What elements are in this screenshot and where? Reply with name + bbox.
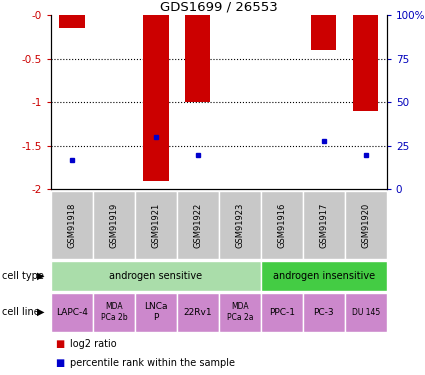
Text: ▶: ▶ bbox=[37, 307, 44, 317]
Bar bbox=[51, 292, 93, 332]
Bar bbox=[60, 15, 85, 28]
Text: GSM91922: GSM91922 bbox=[193, 202, 202, 248]
Text: GSM91923: GSM91923 bbox=[235, 202, 244, 248]
Text: GSM91919: GSM91919 bbox=[110, 202, 119, 248]
Bar bbox=[51, 191, 93, 259]
Title: GDS1699 / 26553: GDS1699 / 26553 bbox=[160, 1, 278, 14]
Text: 22Rv1: 22Rv1 bbox=[184, 308, 212, 316]
Text: cell type: cell type bbox=[2, 271, 44, 280]
Text: androgen sensitive: androgen sensitive bbox=[109, 271, 202, 280]
Text: androgen insensitive: androgen insensitive bbox=[273, 271, 375, 280]
Bar bbox=[219, 191, 261, 259]
Text: LAPC-4: LAPC-4 bbox=[56, 308, 88, 316]
Text: ■: ■ bbox=[55, 339, 65, 349]
Bar bbox=[311, 15, 336, 50]
Bar bbox=[143, 15, 168, 181]
Text: MDA
PCa 2b: MDA PCa 2b bbox=[101, 303, 127, 322]
Bar bbox=[93, 191, 135, 259]
Bar bbox=[345, 292, 387, 332]
Bar bbox=[177, 292, 219, 332]
Text: GSM91921: GSM91921 bbox=[151, 202, 160, 248]
Bar bbox=[135, 191, 177, 259]
Text: GSM91917: GSM91917 bbox=[319, 202, 328, 248]
Text: ▶: ▶ bbox=[37, 271, 44, 280]
Text: MDA
PCa 2a: MDA PCa 2a bbox=[227, 303, 253, 322]
Text: ■: ■ bbox=[55, 358, 65, 368]
Bar bbox=[185, 15, 210, 102]
Text: LNCa
P: LNCa P bbox=[144, 303, 168, 322]
Text: percentile rank within the sample: percentile rank within the sample bbox=[70, 358, 235, 368]
Bar bbox=[219, 292, 261, 332]
Bar bbox=[261, 292, 303, 332]
Text: GSM91916: GSM91916 bbox=[278, 202, 286, 248]
Text: GSM91920: GSM91920 bbox=[361, 202, 370, 248]
Text: PPC-1: PPC-1 bbox=[269, 308, 295, 316]
Bar bbox=[345, 191, 387, 259]
Bar bbox=[177, 191, 219, 259]
Bar bbox=[261, 191, 303, 259]
Text: PC-3: PC-3 bbox=[314, 308, 334, 316]
Bar bbox=[51, 261, 261, 291]
Bar bbox=[93, 292, 135, 332]
Text: DU 145: DU 145 bbox=[351, 308, 380, 316]
Text: log2 ratio: log2 ratio bbox=[70, 339, 117, 349]
Text: cell line: cell line bbox=[2, 307, 40, 317]
Bar bbox=[303, 292, 345, 332]
Bar bbox=[261, 261, 387, 291]
Bar bbox=[303, 191, 345, 259]
Bar bbox=[353, 15, 378, 111]
Bar bbox=[135, 292, 177, 332]
Text: GSM91918: GSM91918 bbox=[68, 202, 76, 248]
